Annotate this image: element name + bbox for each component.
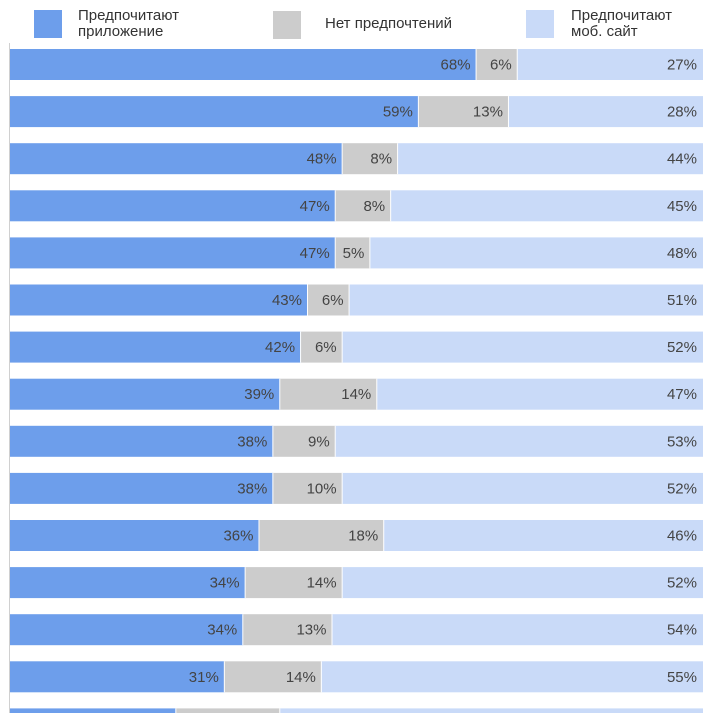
- data-label-r2-s0: 48%: [307, 151, 337, 168]
- legend-swatch-app: [34, 10, 62, 38]
- bar-segment-r14-s1: [176, 708, 281, 713]
- data-label-r10-s0: 36%: [223, 528, 253, 545]
- legend-swatch-mobile-site: [526, 10, 554, 38]
- data-label-r9-s2: 52%: [667, 480, 697, 497]
- bar-segment-r1-s1: [418, 96, 509, 128]
- data-label-r2-s1: 8%: [370, 151, 392, 168]
- bar-segment-r8-s2: [335, 425, 703, 457]
- bar-segment-r2-s2: [398, 143, 703, 175]
- data-label-r1-s2: 28%: [667, 104, 697, 121]
- bar-segment-r14-s0: [10, 708, 177, 713]
- bar-segment-r9-s2: [342, 472, 703, 504]
- bar-segment-r8-s1: [273, 425, 336, 457]
- data-label-r6-s0: 42%: [265, 339, 295, 356]
- data-label-r6-s2: 52%: [667, 339, 697, 356]
- legend-item-app: Предпочитают приложение: [30, 0, 250, 48]
- bar-segment-r10-s1: [259, 520, 385, 551]
- bar-segment-r2-s1: [342, 143, 399, 175]
- bar-segment-r6-s0: [10, 331, 302, 363]
- data-label-r10-s2: 46%: [667, 528, 697, 545]
- chart-legend: Предпочитают приложение Нет предпочтений…: [0, 0, 703, 48]
- bar-segment-r4-s1: [335, 237, 371, 269]
- bar-segment-r6-s2: [342, 331, 703, 363]
- bar-segment-r13-s0: [10, 661, 225, 693]
- data-label-r1-s1: 13%: [473, 104, 503, 121]
- bar-segment-r1-s0: [10, 96, 419, 128]
- bar-segment-r3-s2: [391, 190, 703, 222]
- data-label-r4-s2: 48%: [667, 245, 697, 262]
- bar-segment-r13-s2: [321, 661, 703, 693]
- data-label-r9-s0: 38%: [237, 480, 267, 497]
- data-label-r12-s0: 34%: [207, 622, 237, 639]
- legend-swatch-no-preference: [273, 11, 301, 39]
- data-label-r2-s2: 44%: [667, 151, 697, 168]
- bar-segment-r0-s2: [517, 49, 703, 80]
- bar-segment-r5-s1: [307, 284, 350, 316]
- data-label-r7-s0: 39%: [244, 386, 274, 403]
- data-label-r12-s1: 13%: [296, 622, 326, 639]
- data-label-r1-s0: 59%: [383, 104, 413, 121]
- legend-label-app: Предпочитают приложение: [78, 7, 180, 40]
- bar-segment-r1-s2: [508, 96, 703, 128]
- legend-item-no-preference: Нет предпочтений: [270, 0, 520, 48]
- legend-label-mobile-site: Предпочитают моб. сайт: [571, 7, 673, 40]
- bar-segment-r3-s1: [335, 190, 392, 222]
- bar-segment-r7-s1: [280, 378, 378, 410]
- data-label-r0-s1: 6%: [490, 57, 512, 74]
- data-label-r11-s2: 52%: [667, 575, 697, 592]
- data-label-r5-s2: 51%: [667, 292, 697, 309]
- bar-segment-r4-s2: [370, 237, 703, 269]
- bar-segment-r5-s2: [349, 284, 703, 316]
- bar-segment-r7-s0: [10, 378, 281, 410]
- bar-segment-r6-s1: [301, 331, 343, 363]
- bar-segment-r5-s0: [10, 284, 308, 316]
- data-label-r3-s2: 45%: [667, 198, 697, 215]
- bar-segment-r13-s1: [224, 661, 322, 693]
- bar-segment-r9-s1: [273, 472, 343, 504]
- bar-segment-r2-s0: [10, 143, 343, 175]
- data-label-r13-s0: 31%: [189, 669, 219, 686]
- bar-segment-r14-s2: [280, 708, 703, 713]
- data-label-r8-s2: 53%: [667, 433, 697, 450]
- data-label-r5-s1: 6%: [322, 292, 344, 309]
- data-label-r3-s0: 47%: [300, 198, 330, 215]
- bar-segment-r4-s0: [10, 237, 336, 269]
- bar-segment-r8-s0: [10, 425, 274, 457]
- data-label-r11-s1: 14%: [307, 575, 337, 592]
- bar-segment-r10-s2: [384, 520, 703, 551]
- bar-segment-r11-s1: [245, 567, 343, 599]
- data-label-r0-s0: 68%: [441, 57, 471, 74]
- data-label-r8-s0: 38%: [237, 433, 267, 450]
- bar-segment-r0-s0: [10, 49, 477, 80]
- bar-segment-r10-s0: [10, 520, 260, 551]
- data-label-r10-s1: 18%: [348, 528, 378, 545]
- data-label-r12-s2: 54%: [667, 622, 697, 639]
- bar-segment-r7-s2: [377, 378, 703, 410]
- data-label-r4-s0: 47%: [300, 245, 330, 262]
- data-label-r7-s2: 47%: [667, 386, 697, 403]
- bar-segment-r12-s1: [243, 614, 333, 646]
- legend-item-mobile-site: Предпочитают моб. сайт: [525, 0, 703, 48]
- data-label-r9-s1: 10%: [307, 480, 337, 497]
- data-label-r7-s1: 14%: [341, 386, 371, 403]
- data-label-r13-s2: 55%: [667, 669, 697, 686]
- legend-label-no-preference: Нет предпочтений: [325, 15, 452, 32]
- data-label-r6-s1: 6%: [315, 339, 337, 356]
- data-label-r4-s1: 5%: [343, 245, 365, 262]
- bar-segment-r12-s2: [332, 614, 703, 646]
- data-label-r3-s1: 8%: [363, 198, 385, 215]
- data-label-r5-s0: 43%: [272, 292, 302, 309]
- bar-segment-r3-s0: [10, 190, 336, 222]
- data-label-r0-s2: 27%: [667, 57, 697, 74]
- bar-segment-r12-s0: [10, 614, 244, 646]
- bar-segment-r11-s0: [10, 567, 246, 599]
- bar-segment-r0-s1: [476, 49, 518, 80]
- bar-segment-r11-s2: [342, 567, 703, 599]
- data-label-r13-s1: 14%: [286, 669, 316, 686]
- data-label-r11-s0: 34%: [210, 575, 240, 592]
- bar-segment-r9-s0: [10, 472, 274, 504]
- data-label-r8-s1: 9%: [308, 433, 330, 450]
